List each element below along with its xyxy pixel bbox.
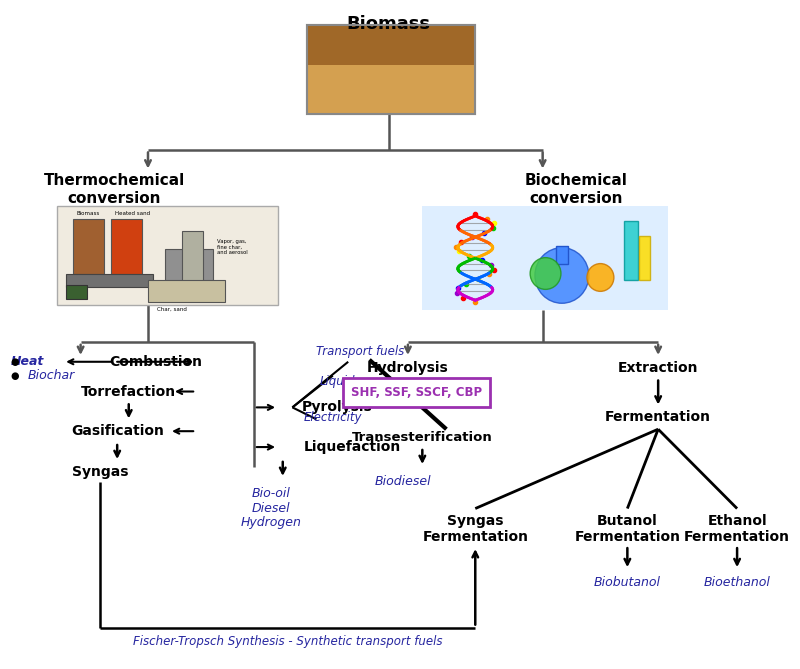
Bar: [66, 286, 87, 299]
Text: Torrefaction: Torrefaction: [81, 385, 176, 399]
Text: Biochar: Biochar: [28, 369, 75, 382]
Bar: [422, 206, 668, 310]
Bar: [639, 236, 650, 280]
Text: Liquids: Liquids: [320, 375, 362, 388]
Text: Fischer-Tropsch Synthesis - Synthetic transport fuels: Fischer-Tropsch Synthesis - Synthetic tr…: [133, 636, 442, 648]
Text: SHF, SSF, SSCF, CBP: SHF, SSF, SSCF, CBP: [351, 386, 482, 399]
Text: ●: ●: [11, 371, 19, 381]
Text: Fermentation: Fermentation: [422, 531, 528, 545]
Text: Diesel: Diesel: [252, 502, 290, 514]
Text: Gasification: Gasification: [70, 424, 164, 438]
Text: Heat: Heat: [10, 355, 44, 368]
Text: Extraction: Extraction: [618, 361, 698, 375]
Text: Liquefaction: Liquefaction: [304, 440, 401, 454]
Circle shape: [535, 248, 589, 303]
Text: Heated sand: Heated sand: [115, 211, 150, 216]
Bar: [57, 206, 278, 305]
Text: Biodiesel: Biodiesel: [374, 475, 431, 488]
Text: ●: ●: [11, 357, 19, 367]
Bar: [66, 274, 153, 288]
Text: Syngas: Syngas: [72, 465, 128, 479]
Circle shape: [530, 258, 561, 290]
Text: Electricity: Electricity: [303, 411, 362, 423]
Bar: [625, 221, 638, 280]
Text: Bioethanol: Bioethanol: [704, 576, 770, 589]
Bar: [307, 25, 475, 114]
Bar: [307, 25, 475, 114]
Bar: [148, 280, 225, 302]
Text: Biochemical
conversion: Biochemical conversion: [525, 173, 628, 206]
Text: Biobutanol: Biobutanol: [594, 576, 661, 589]
Text: Char, sand: Char, sand: [157, 307, 187, 312]
Text: Hydrogen: Hydrogen: [241, 516, 302, 529]
Text: Fermentation: Fermentation: [684, 531, 790, 545]
Text: Fermentation: Fermentation: [605, 410, 711, 424]
Bar: [182, 231, 203, 286]
Bar: [307, 65, 475, 114]
Circle shape: [587, 264, 614, 292]
Bar: [556, 246, 568, 264]
Text: Butanol: Butanol: [597, 514, 658, 529]
Text: Vapor, gas,
fine char,
and aerosol: Vapor, gas, fine char, and aerosol: [218, 239, 248, 256]
Bar: [166, 249, 214, 288]
Text: Syngas: Syngas: [447, 514, 503, 529]
Text: Bio-oil: Bio-oil: [252, 487, 290, 500]
Bar: [307, 25, 475, 65]
Text: Biomass: Biomass: [346, 15, 430, 33]
Text: Transesterification: Transesterification: [352, 431, 493, 444]
Circle shape: [535, 248, 589, 303]
Text: Combustion: Combustion: [109, 355, 202, 369]
Text: Hydrolysis: Hydrolysis: [367, 361, 449, 375]
Text: Ethanol: Ethanol: [707, 514, 767, 529]
Text: Biomass: Biomass: [77, 211, 100, 216]
Text: Transport fuels: Transport fuels: [316, 345, 404, 359]
Text: Pyrolysis: Pyrolysis: [302, 400, 373, 414]
Text: Fermentation: Fermentation: [574, 531, 680, 545]
FancyBboxPatch shape: [343, 377, 490, 407]
Text: Thermochemical
conversion: Thermochemical conversion: [44, 173, 185, 206]
Bar: [73, 219, 104, 274]
Bar: [111, 219, 142, 274]
